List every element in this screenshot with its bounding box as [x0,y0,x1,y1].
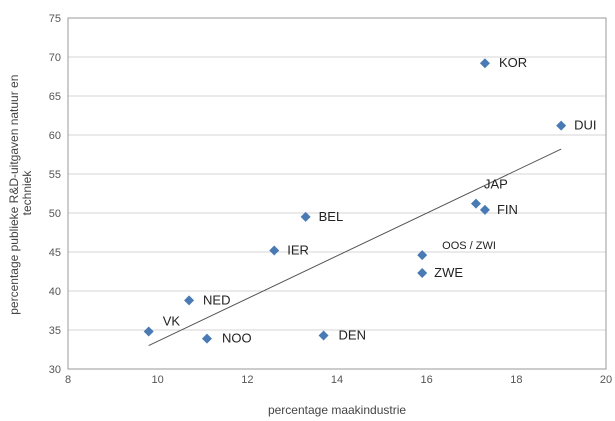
point-label: KOR [499,55,527,70]
grid-lines [68,17,606,370]
trend-line [148,148,562,347]
x-axis-label: percentage maakindustrie [268,403,406,417]
point-label: BEL [319,209,344,224]
point-label: DEN [339,327,366,342]
x-tick-label: 12 [241,374,253,386]
x-tick-label: 10 [152,374,164,386]
data-point-jap [470,198,481,209]
data-point-oos-zwi [417,250,428,261]
data-point-fin [479,204,490,215]
point-label: ZWE [434,265,463,280]
y-tick-label: 45 [49,247,61,259]
y-tick-label: 35 [49,325,61,337]
point-label: DUI [574,118,596,133]
y-tick-label: 55 [49,169,61,181]
data-point-dui [556,120,567,131]
point-label: IER [287,242,309,257]
data-point-noo [201,333,212,344]
x-tick-label: 8 [65,374,71,386]
point-labels: KOR DUI JAP FIN BEL IER OOS / ZWI ZWE NED VK NOO DE… [163,55,597,345]
point-label: NED [203,292,230,307]
data-points [143,58,567,344]
point-label: VK [163,314,181,329]
y-tick-label: 60 [49,130,61,142]
point-label: JAP [484,177,508,192]
data-point-ned [184,295,195,306]
data-point-kor [479,58,490,69]
y-tick-label: 65 [49,91,61,103]
data-point-vk [143,326,154,337]
y-tick-label: 30 [49,364,61,376]
point-label: FIN [497,202,518,217]
x-tick-label: 18 [510,374,522,386]
y-tick-label: 75 [49,13,61,25]
x-tick-label: 14 [331,374,343,386]
point-label: OOS / ZWI [442,240,496,252]
y-axis-label: percentage publieke R&D-uitgaven natuur … [7,71,34,315]
y-tick-label: 50 [49,208,61,220]
y-tick-label: 70 [49,52,61,64]
data-point-ier [269,245,280,256]
data-point-den [318,330,329,341]
point-label: NOO [222,331,252,346]
x-tick-label: 20 [600,374,612,386]
tick-labels: 30 35 40 45 50 55 60 65 70 75 8 10 12 14 16 18 20 [49,13,612,386]
data-point-zwe [417,268,428,279]
x-tick-label: 16 [421,374,433,386]
y-axis-label-line-2: techniek [20,170,34,216]
y-tick-label: 40 [49,286,61,298]
y-axis-label-line-1: percentage publieke R&D-uitgaven natuur … [7,75,21,315]
data-point-bel [300,211,311,222]
plot-frame [67,17,607,370]
